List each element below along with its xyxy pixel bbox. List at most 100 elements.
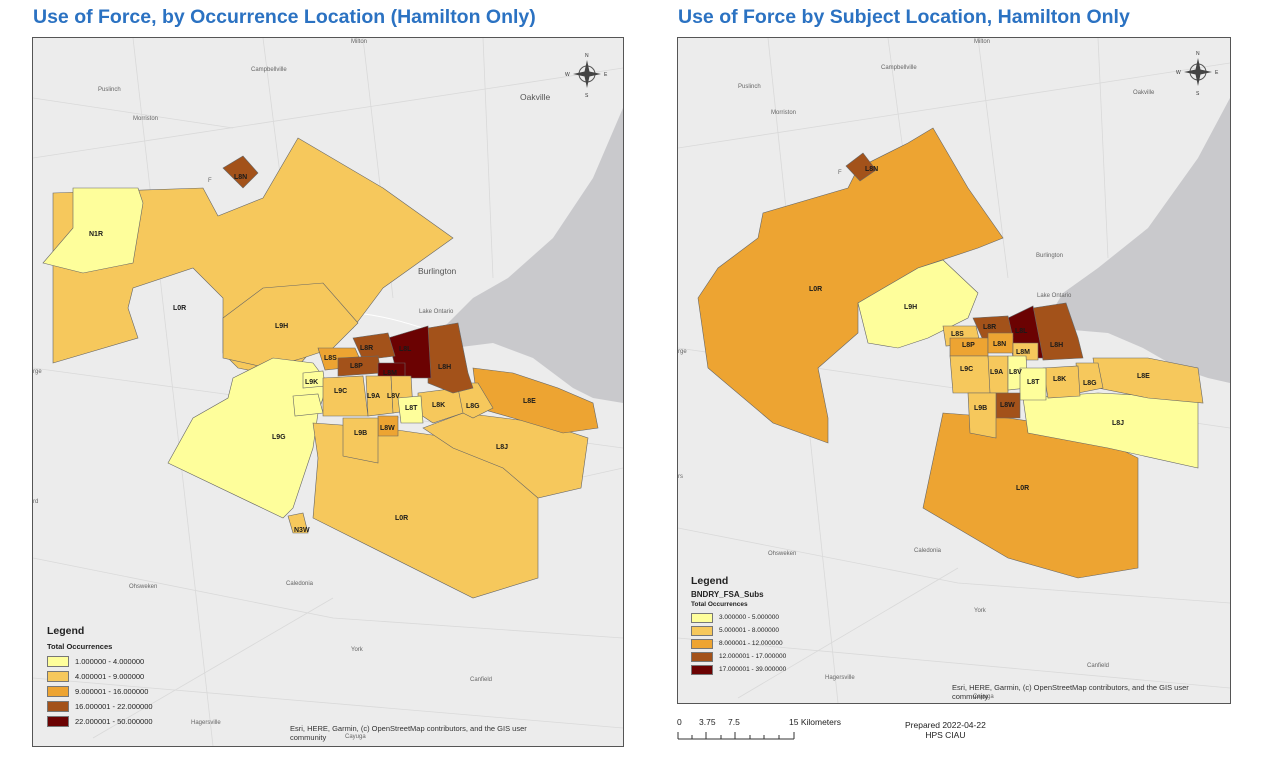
place-hagersville: Hagersville [825,675,855,681]
fsa-label: L8J [1112,420,1124,427]
scale-label-1: 3.75 [699,717,716,727]
fsa-regions [697,127,1204,579]
fsa-label: L8M [1016,349,1030,356]
legend-swatch [47,701,69,712]
place-caledonia: Caledonia [914,548,942,554]
legend-title: Legend [47,625,85,637]
left-map[interactable]: Milton Campbellville Puslinch Morriston … [32,37,624,747]
left-map-canvas: Milton Campbellville Puslinch Morriston … [33,38,623,746]
fsa-label: L9C [960,366,973,373]
legend-swatch [691,651,713,662]
place-lake-ontario: Lake Ontario [419,309,454,315]
fsa-label: L9G [272,434,286,441]
fsa-label: L8H [438,364,451,371]
fsa-labels: L8N N1R L0R L9H L8R L8L L8S L8P L8M L8H … [89,174,536,534]
fsa-label: L9B [974,405,987,412]
region-l8r [352,332,396,361]
legend-item: 22.000001 - 50.000000 [47,714,153,729]
legend-item: 12.000001 - 17.000000 [691,650,786,663]
place-york: York [974,608,987,614]
place-cayuga: Cayuga [345,734,366,740]
svg-text:W: W [1176,70,1181,76]
legend-item: 4.000001 - 9.000000 [47,669,153,684]
svg-text:W: W [565,72,570,78]
place-campbellville: Campbellville [251,67,287,73]
left-legend: Legend Total Occurrences 1.000000 - 4.00… [47,625,153,729]
fsa-label: L8G [1083,380,1097,387]
region-l8g [1075,362,1104,394]
region-l8e [472,367,599,434]
region-l9b [342,417,379,464]
right-map-canvas: Milton Campbellville Puslinch Morriston … [678,38,1230,703]
fsa-regions [42,137,599,599]
place-burlington: Burlington [418,266,457,276]
place-hagersville: Hagersville [191,720,221,726]
place-caledonia: Caledonia [286,581,314,587]
region-l8n-north [222,155,259,189]
place-milton: Milton [351,39,367,45]
region-l8n-north [845,152,877,182]
fsa-label: L0R [1016,485,1029,492]
scale-label-3: 15 Kilometers [789,717,841,727]
fsa-label: L9B [354,430,367,437]
place-campbellville: Campbellville [881,65,917,71]
right-credit: Esri, HERE, Garmin, (c) OpenStreetMap co… [952,683,1189,701]
svg-text:N: N [1196,51,1200,57]
legend-subtitle: Total Occurrences [691,601,748,608]
legend-swatch [47,686,69,697]
region-l8h [427,322,474,394]
place-labels: Milton Campbellville Puslinch Morriston … [33,39,551,740]
fsa-label: L8N [865,166,878,173]
place-burlington: Burlington [1036,253,1063,259]
fsa-label: N1R [89,231,103,238]
legend-swatch [691,612,713,623]
fsa-label: L8T [1027,379,1040,386]
legend-item: 8.000001 - 12.000000 [691,637,786,650]
region-n1r [42,187,144,274]
fsa-label: L8M [383,370,397,377]
legend-swatch [47,656,69,667]
left-map-title: Use of Force, by Occurrence Location (Ha… [33,6,536,28]
place-puslinch: Puslinch [738,84,761,90]
legend-swatch [691,625,713,636]
place-lake-ontario: Lake Ontario [1037,293,1072,299]
legend-title: Legend [691,575,729,587]
place-puslinch: Puslinch [98,87,121,93]
place-oakville: Oakville [520,92,551,102]
place-ohsweken: Ohsweken [768,551,796,557]
fsa-label: L0R [173,305,186,312]
region-l9g [167,357,329,519]
legend-swatch [691,638,713,649]
place-ohsweken: Ohsweken [129,584,157,590]
fsa-label: L8N [993,341,1006,348]
place-morriston: Morriston [771,110,796,116]
legend-item: 17.000001 - 39.000000 [691,663,786,676]
region-n3w [287,512,309,534]
region-l8j [1022,392,1199,469]
place-rge: rge [33,369,42,375]
legend-item: 9.000001 - 16.000000 [47,684,153,699]
svg-text:N: N [585,53,589,59]
place-f: F [838,170,842,176]
legend-item: 1.000000 - 4.000000 [47,654,153,669]
fsa-label: L8P [962,342,975,349]
fsa-label: L8J [496,444,508,451]
legend-layer: BNDRY_FSA_Subs [691,590,764,599]
legend-swatch [47,716,69,727]
compass-rose-icon: N S E W [565,53,608,99]
fsa-label: L8V [387,393,400,400]
fsa-label: L8K [432,402,445,409]
fsa-label: L8W [1000,402,1015,409]
place-rs: rs [678,474,683,480]
region-l9k-2 [292,393,324,417]
right-map[interactable]: Milton Campbellville Puslinch Morriston … [677,37,1231,704]
svg-text:E: E [604,72,608,78]
fsa-label: L9C [334,388,347,395]
right-legend: Legend BNDRY_FSA_Subs Total Occurrences … [691,575,786,676]
region-l9b [967,392,997,439]
place-milton: Milton [974,39,990,45]
fsa-label: L8V [1009,369,1022,376]
fsa-label: L8T [405,405,418,412]
fsa-label: L0R [395,515,408,522]
svg-text:S: S [585,93,589,99]
